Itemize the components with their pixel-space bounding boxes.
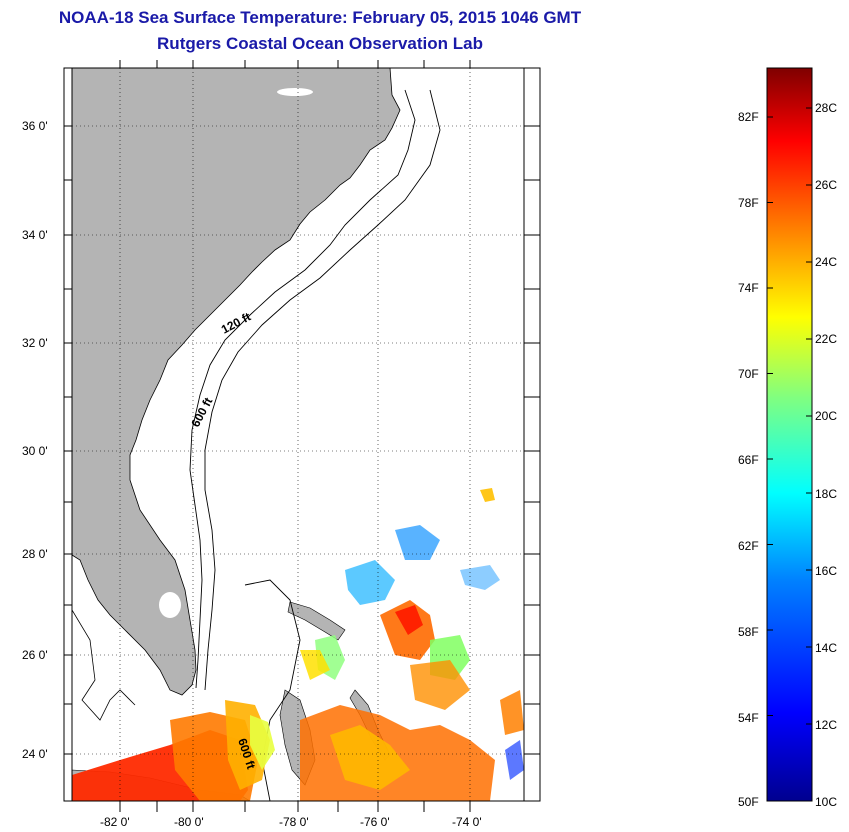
cbar-f-label: 62F xyxy=(738,539,759,553)
lat-label: 34 0' xyxy=(22,228,48,242)
lat-label: 26 0' xyxy=(22,648,48,662)
cbar-f-label: 66F xyxy=(738,453,759,467)
cbar-c-label: 28C xyxy=(815,101,837,115)
lon-label: -82 0' xyxy=(100,815,130,829)
colorbar-ticks xyxy=(767,107,812,802)
map-subtitle: Rutgers Coastal Ocean Observation Lab xyxy=(157,34,483,53)
cbar-c-label: 26C xyxy=(815,178,837,192)
cbar-c-label: 22C xyxy=(815,332,837,346)
cbar-f-label: 70F xyxy=(738,367,759,381)
lat-label: 32 0' xyxy=(22,336,48,350)
cbar-f-label: 82F xyxy=(738,110,759,124)
cbar-f-label: 74F xyxy=(738,281,759,295)
lon-label: -80 0' xyxy=(174,815,204,829)
graticule xyxy=(72,68,524,801)
lake-okeechobee xyxy=(159,592,181,618)
colorbar xyxy=(766,67,813,802)
cbar-f-label: 58F xyxy=(738,625,759,639)
lon-label: -78 0' xyxy=(279,815,309,829)
sst-patches xyxy=(72,488,524,801)
lat-label: 36 0' xyxy=(22,119,48,133)
cbar-f-label: 78F xyxy=(738,196,759,210)
cbar-f-label: 54F xyxy=(738,711,759,725)
lat-label: 30 0' xyxy=(22,444,48,458)
lat-label: 24 0' xyxy=(22,747,48,761)
cbar-c-label: 12C xyxy=(815,718,837,732)
cbar-f-label: 50F xyxy=(738,795,759,809)
lon-label: -74 0' xyxy=(452,815,482,829)
cbar-c-label: 16C xyxy=(815,564,837,578)
land-us-east-coast xyxy=(72,68,401,696)
contour-120ft xyxy=(189,89,416,689)
cbar-c-label: 24C xyxy=(815,255,837,269)
contour-600ft xyxy=(204,89,441,691)
cbar-c-label: 14C xyxy=(815,641,837,655)
cbar-c-label: 10C xyxy=(815,795,837,809)
lat-label: 28 0' xyxy=(22,547,48,561)
lake-inland xyxy=(277,88,313,96)
cbar-c-label: 20C xyxy=(815,409,837,423)
map-title: NOAA-18 Sea Surface Temperature: Februar… xyxy=(58,8,582,27)
contour-gulf xyxy=(72,609,136,721)
cbar-c-label: 18C xyxy=(815,487,837,501)
frame-ticks xyxy=(63,60,541,812)
lon-label: -76 0' xyxy=(360,815,390,829)
